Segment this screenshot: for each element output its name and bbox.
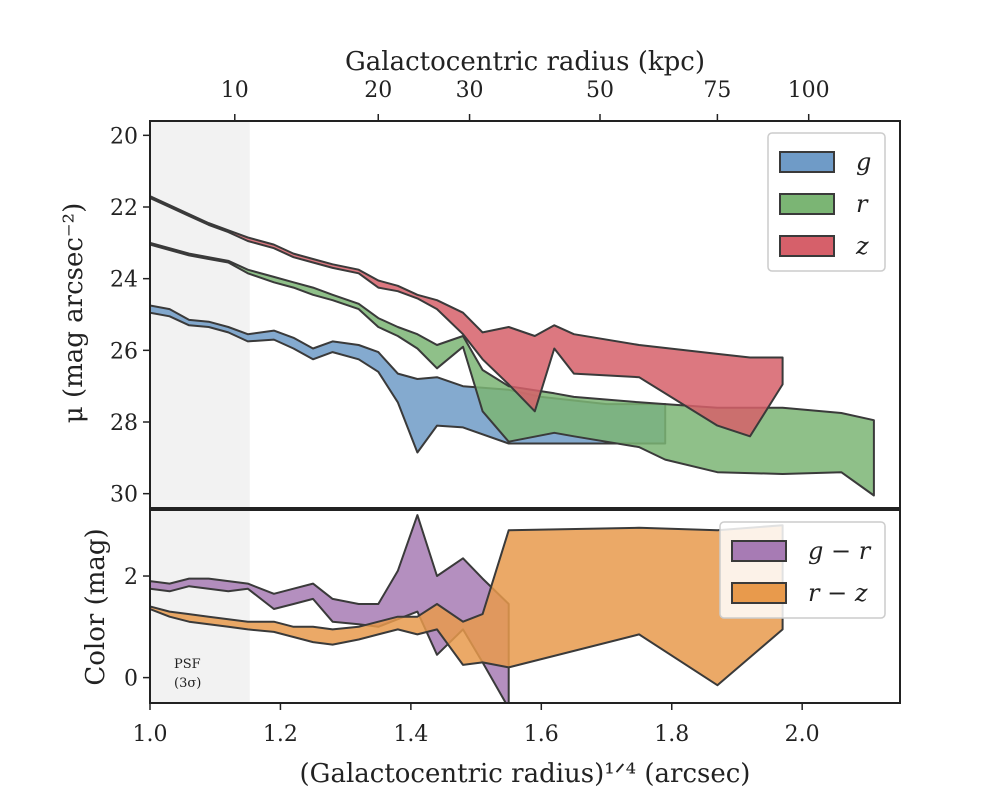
y-tick-label: 26 (110, 339, 138, 364)
y-axis-label-top: μ (mag arcsec⁻²) (59, 203, 89, 423)
top-x-tick-label: 10 (221, 78, 249, 103)
legend-swatch (731, 582, 787, 604)
color-y-tick-label: 2 (124, 565, 138, 590)
legend-top: grz (767, 132, 886, 272)
legend-label: z (855, 232, 869, 260)
y-tick-label: 30 (110, 483, 138, 508)
x-tick-label: 1.2 (263, 722, 298, 747)
x-tick-label: 1.0 (133, 722, 168, 747)
y-tick-label: 22 (110, 196, 138, 221)
y-tick-label: 20 (110, 124, 138, 149)
top-x-tick-label: 100 (788, 78, 830, 103)
legend-swatch (779, 235, 835, 257)
series-band-g-r (150, 514, 510, 703)
x-tick-label: 1.8 (654, 722, 689, 747)
top-series-group (150, 195, 875, 497)
top-panel-frame (149, 120, 901, 509)
x-tick-label: 2.0 (785, 722, 820, 747)
series-band-z (150, 195, 784, 438)
y-tick-label: 28 (110, 411, 138, 436)
top-x-tick-label: 20 (364, 78, 392, 103)
bottom-panel-frame (149, 509, 901, 704)
top-axis-label: Galactocentric radius (kpc) (345, 47, 705, 77)
x-tick-label: 1.4 (393, 722, 428, 747)
top-x-tick-label: 50 (586, 78, 614, 103)
legend-swatch (731, 540, 787, 562)
axis-ticks: 20 22 24 26 28 30 10 20 30 50 75 100 0 2 1.0 1.2 1.4 1.6 1… (110, 78, 830, 747)
legend-label: r (856, 190, 869, 218)
legend-label: g − r (808, 537, 872, 565)
top-x-tick-label: 30 (456, 78, 484, 103)
x-tick-label: 1.6 (524, 722, 559, 747)
legend-bottom: g − r r − z (719, 521, 886, 619)
series-band-r-z (150, 524, 784, 687)
color-y-tick-label: 0 (124, 667, 138, 692)
psf-sigma-label: (3σ) (174, 676, 201, 691)
y-axis-label-bottom: Color (mag) (81, 528, 111, 685)
series-band-r (150, 241, 875, 497)
x-axis-label: (Galactocentric radius)¹ᐟ⁴ (arcsec) (300, 759, 751, 789)
legend-label: g (856, 148, 871, 176)
psf-region-bottom (150, 510, 250, 703)
legend-swatch (779, 193, 835, 215)
top-x-tick-label: 75 (703, 78, 731, 103)
bottom-series-group (150, 514, 784, 703)
legend-swatch (779, 151, 835, 173)
legend-label: r − z (808, 579, 868, 607)
y-tick-label: 24 (110, 268, 138, 293)
psf-label: PSF (174, 657, 201, 672)
